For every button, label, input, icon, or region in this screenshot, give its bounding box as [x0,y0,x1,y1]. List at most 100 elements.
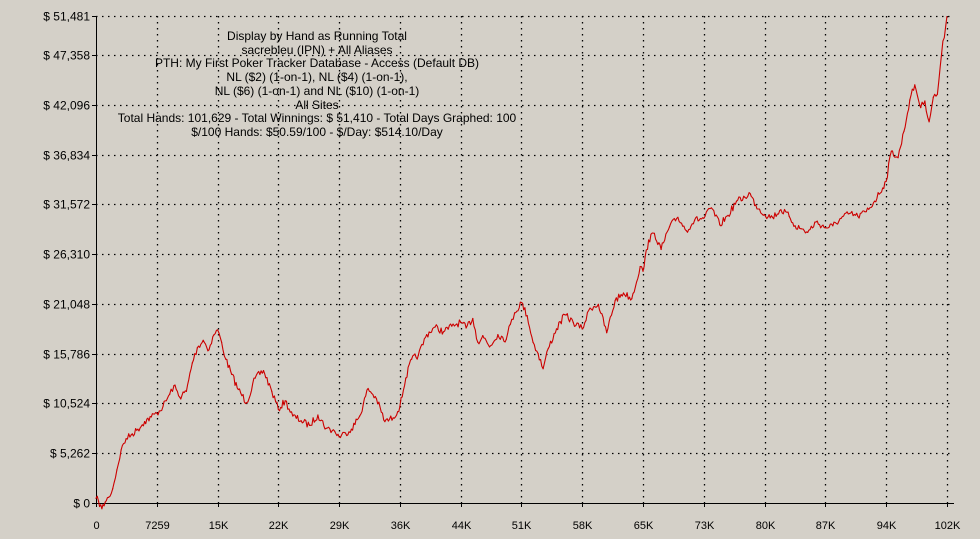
data-point [417,354,419,356]
data-point [771,216,774,218]
data-point [815,221,817,223]
data-point [920,107,922,109]
data-point [755,204,757,206]
data-point [941,53,943,55]
data-point [125,438,127,440]
data-point [631,298,633,300]
data-point [101,508,103,510]
data-point [748,192,750,194]
data-point [840,217,842,219]
data-point [903,130,905,132]
x-tick-label: 94K [877,520,897,532]
data-point [763,213,766,216]
data-point [472,317,474,320]
data-point [572,321,574,323]
data-point [482,335,484,337]
x-tick-label: 29K [330,520,350,532]
data-point [924,100,926,102]
data-point [359,415,361,417]
x-tick-label: 65K [634,520,654,532]
x-tick-label: 0 [93,520,99,532]
data-point [505,338,507,340]
data-point [108,496,110,498]
data-point [537,352,539,355]
data-point [794,225,796,227]
y-tick-label: $ 42,096 [43,99,90,113]
x-tick-label: 80K [756,520,776,532]
x-tick-label: 22K [269,520,289,532]
data-point [914,84,916,86]
x-tick-label: 87K [816,520,836,532]
data-point [668,226,671,228]
y-tick-label: $ 47,358 [43,49,90,63]
data-point [622,292,625,294]
data-point [262,370,265,372]
y-tick-label: $ 31,572 [43,198,90,212]
data-point [191,362,193,364]
axes [96,16,954,504]
info-line-sites: All Sites [295,97,339,112]
data-point [865,211,867,213]
data-point [532,341,534,343]
y-tick-label: $ 26,310 [43,248,90,262]
data-point [936,93,939,95]
data-point [246,402,248,404]
x-tick-label: 44K [452,520,472,532]
y-tick-label: $ 36,834 [43,149,90,163]
data-point [514,312,516,314]
y-tick-label: $ 51,481 [43,10,90,24]
data-point [874,200,876,202]
data-point [442,331,445,333]
data-point [555,328,558,330]
series-line-0 [95,16,948,510]
data-point [202,339,204,341]
data-point [703,217,705,219]
data-point [460,321,462,323]
data-point [399,405,401,408]
data-point [237,388,239,391]
data-point [710,207,713,209]
data-point [824,227,826,229]
info-line-database: PTH: My First Poker Tracker Database - A… [154,56,480,71]
y-tick-label: $ 10,524 [43,397,90,411]
data-point [547,348,549,350]
data-point [520,301,523,304]
data-point [890,150,893,152]
data-point [848,212,851,215]
data-point [185,390,187,392]
data-point [497,334,499,336]
info-line-totals: Total Hands: 101,629 - Total Winnings: $… [117,111,517,126]
data-point [660,248,662,251]
info-panel: Display by Hand as Running Total sacrebl… [108,29,526,140]
y-tick-label: $ 15,786 [43,348,90,362]
x-tick-label: 73K [695,520,715,532]
data-point [144,421,146,423]
data-point [589,307,591,309]
data-point [277,408,279,410]
data-point [434,326,436,328]
x-tick-label: 36K [391,520,411,532]
x-tick-label: 15K [209,520,229,532]
data-point [788,215,790,217]
data-point [317,414,319,416]
info-line-display-mode: Display by Hand as Running Total [227,29,407,43]
data-point [179,396,181,398]
data-point [800,228,802,230]
data-point [642,270,644,272]
data-point [597,303,600,305]
info-line-player: sacrebleu (IPN) + All Aliases [241,42,393,57]
y-axis-ticks: $ 0 $ 5,262 $ 10,524 $ 15,786 $ 21,048 $ 26,3… [43,10,96,511]
data-point [614,300,616,302]
data-point [350,428,352,430]
y-tick-label: $ 5,262 [50,447,90,461]
data-point [832,225,834,227]
data-point [221,341,223,343]
data-point [807,231,809,233]
data-point [780,209,782,211]
data-point [648,239,650,241]
data-point [542,368,544,370]
x-tick-label: 7259 [145,520,169,532]
data-point [426,334,428,336]
data-point [137,428,139,430]
